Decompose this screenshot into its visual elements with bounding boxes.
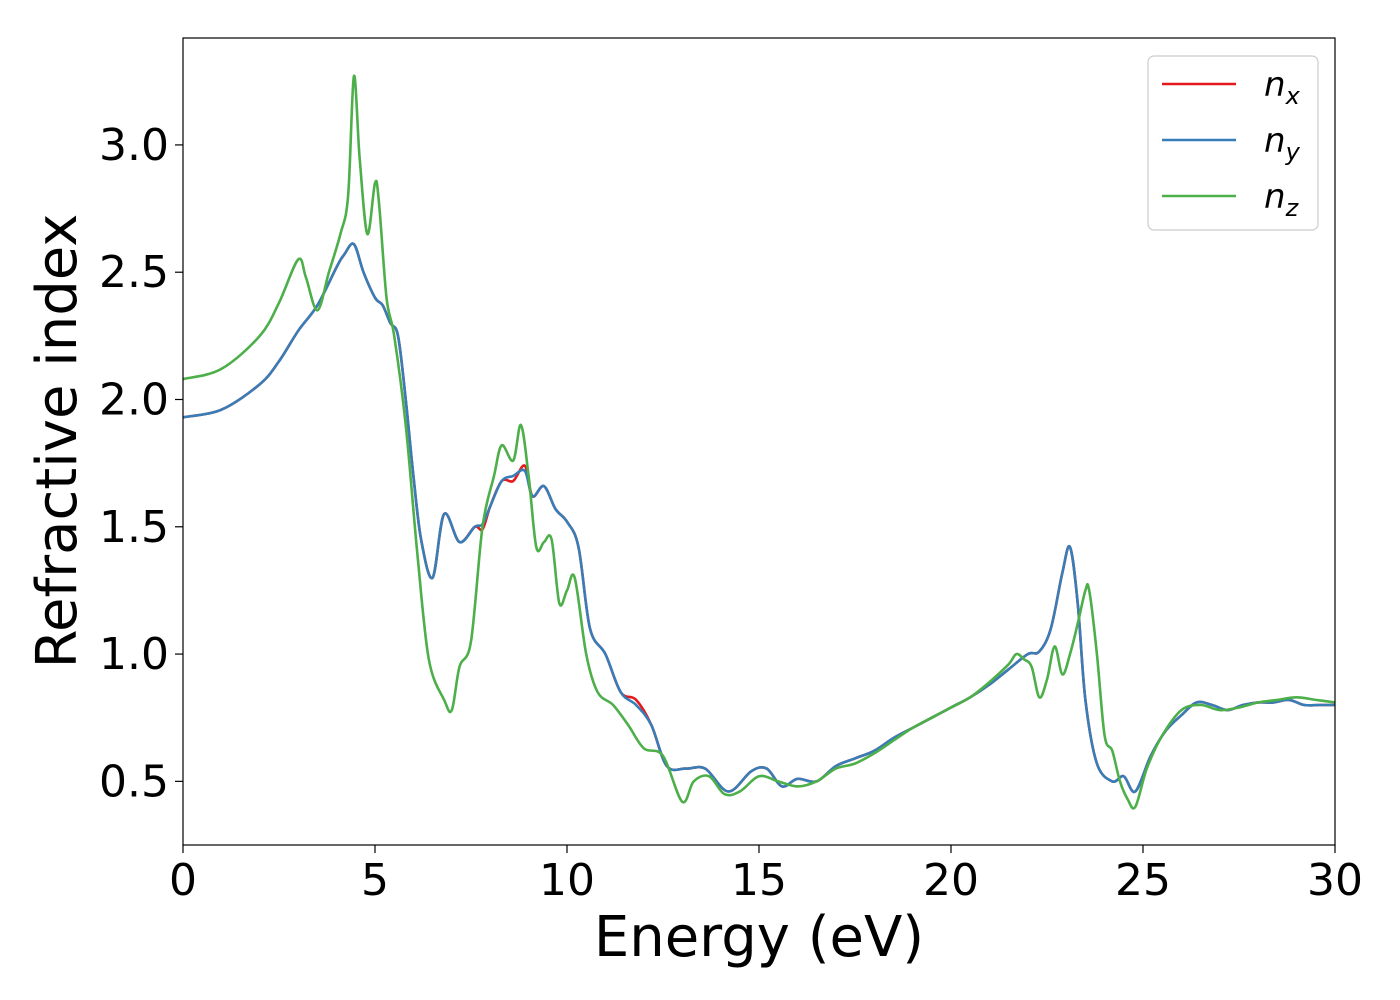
x-tick-label: 15 [731, 855, 787, 906]
x-tick-label: 30 [1307, 855, 1363, 906]
series-line-y [182, 242, 1335, 794]
series-line-z [182, 74, 1336, 810]
legend-label-subscript: x [1285, 82, 1301, 110]
y-tick-label: 0.5 [99, 756, 169, 807]
legend-box [1147, 55, 1319, 231]
legend-label-base: n [1264, 121, 1286, 161]
series-layer [182, 74, 1336, 810]
x-tick-label: 0 [169, 855, 197, 906]
plot-area [183, 38, 1335, 845]
legend-label-x: nx [1264, 65, 1301, 110]
y-tick-label: 1.5 [99, 502, 169, 553]
legend-label-subscript: y [1285, 138, 1301, 166]
y-tick-label: 1.0 [99, 629, 169, 680]
y-tick-label: 3.0 [99, 120, 169, 171]
x-tick-label: 20 [923, 855, 979, 906]
y-axis-label: Refractive index [25, 214, 90, 669]
x-tick-label: 25 [1115, 855, 1171, 906]
y-axis-ticks: 0.5 1.0 1.5 2.0 2.5 3.0 [99, 120, 183, 807]
legend-label-subscript: z [1285, 194, 1300, 222]
x-axis-ticks: 0 5 10 15 20 25 30 [169, 845, 1363, 906]
y-tick-label: 2.5 [99, 247, 169, 298]
legend-label-base: n [1264, 65, 1286, 105]
y-tick-label: 2.0 [99, 374, 169, 425]
x-tick-label: 5 [361, 855, 389, 906]
legend-label-base: n [1264, 177, 1286, 217]
legend-label-z: nz [1264, 177, 1300, 222]
x-axis-label: Energy (eV) [594, 905, 924, 970]
x-tick-label: 10 [539, 855, 595, 906]
legend-label-y: ny [1264, 121, 1301, 166]
